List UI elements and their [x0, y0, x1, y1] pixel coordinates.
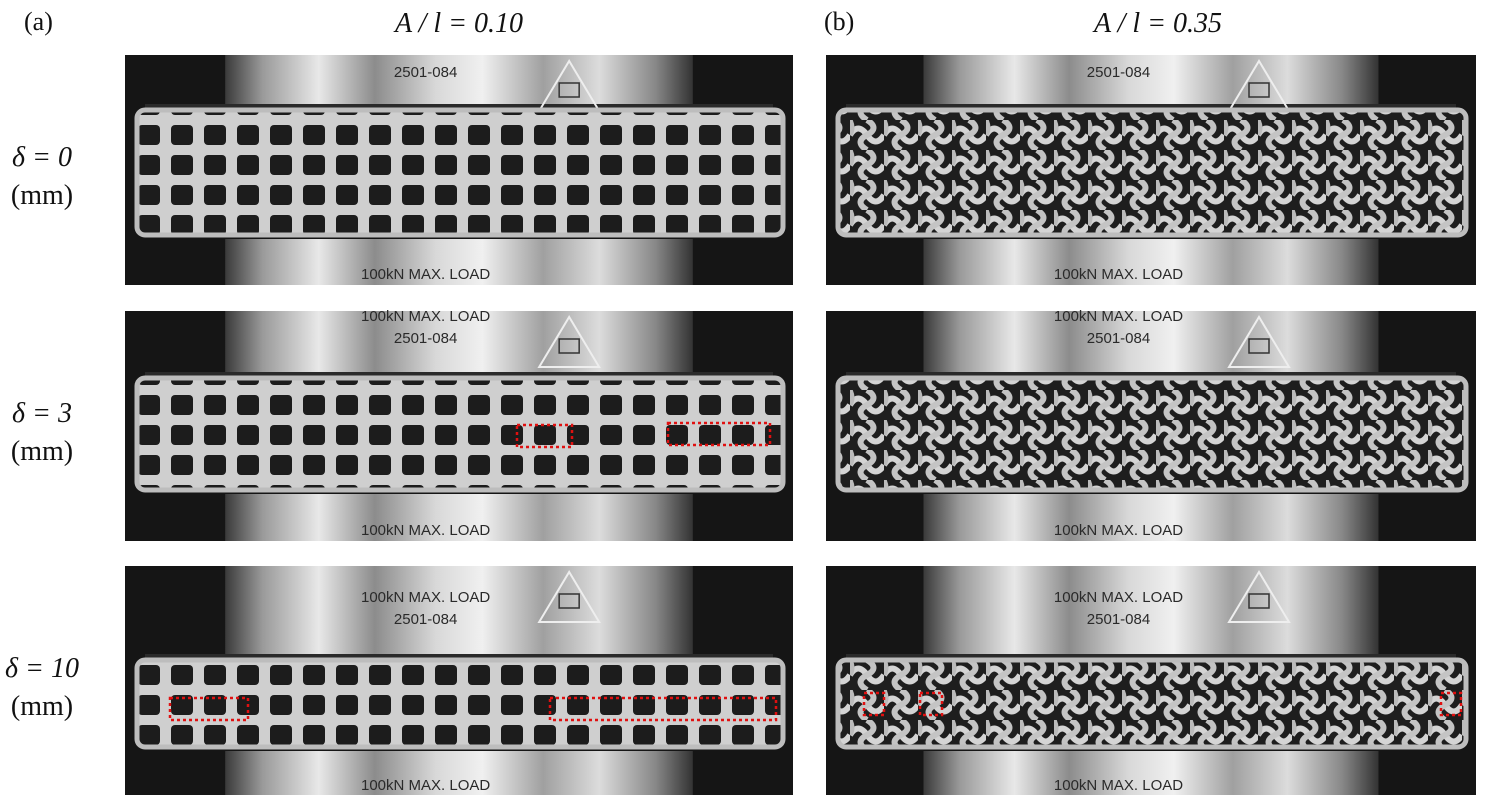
- lattice-band: [137, 660, 783, 747]
- photo-panel: 2501-084 100kN MAX. LOAD 100kN MAX. LOAD: [826, 308, 1476, 541]
- lattice-band: [838, 378, 1466, 490]
- lattice-band: [838, 110, 1466, 235]
- upper-platen: [924, 566, 1379, 656]
- machine-label: 2501-084: [1087, 611, 1150, 628]
- machine-label: 100kN MAX. LOAD: [361, 589, 490, 606]
- photo-panel: 2501-084 100kN MAX. LOAD: [826, 55, 1476, 285]
- platen-edge: [846, 654, 1456, 658]
- row-unit: (mm): [11, 691, 73, 722]
- photo-panel: 2501-084 100kN MAX. LOAD 100kN MAX. LOAD: [826, 566, 1476, 795]
- machine-label: 100kN MAX. LOAD: [361, 308, 490, 325]
- row-label: δ = 0: [12, 142, 72, 173]
- platen-edge: [145, 372, 773, 376]
- header: (a) (b) A / l = 0.10 A / l = 0.35: [24, 7, 1222, 39]
- machine-label: 100kN MAX. LOAD: [361, 522, 490, 539]
- column-title: A / l = 0.10: [393, 8, 523, 39]
- machine-label: 100kN MAX. LOAD: [361, 266, 490, 283]
- row-label: δ = 3: [12, 398, 72, 429]
- photo-panel: 2501-084 100kN MAX. LOAD 100kN MAX. LOAD: [125, 308, 793, 541]
- photo-panel: 2501-084 100kN MAX. LOAD: [125, 55, 793, 285]
- upper-platen: [225, 566, 693, 656]
- lattice-band: [838, 660, 1466, 747]
- panel-label: (b): [824, 7, 854, 36]
- figure: (a) (b) A / l = 0.10 A / l = 0.35 δ = 0 (…: [0, 0, 1504, 795]
- machine-label: 100kN MAX. LOAD: [1054, 777, 1183, 794]
- machine-label: 100kN MAX. LOAD: [1054, 522, 1183, 539]
- photo-panel: 2501-084 100kN MAX. LOAD 100kN MAX. LOAD: [125, 566, 793, 795]
- lattice-band: [137, 110, 783, 235]
- lattice-band: [137, 378, 783, 490]
- platen-edge: [145, 104, 773, 108]
- machine-label: 2501-084: [394, 611, 457, 628]
- machine-label: 2501-084: [1087, 330, 1150, 347]
- platen-edge: [846, 372, 1456, 376]
- platen-edge: [846, 104, 1456, 108]
- machine-label: 2501-084: [394, 330, 457, 347]
- upper-platen: [225, 55, 693, 106]
- row-unit: (mm): [11, 180, 73, 211]
- platen-edge: [145, 654, 773, 658]
- upper-platen: [924, 55, 1379, 106]
- machine-label: 2501-084: [394, 64, 457, 81]
- panel-label: (a): [24, 7, 53, 36]
- machine-label: 100kN MAX. LOAD: [1054, 589, 1183, 606]
- machine-label: 100kN MAX. LOAD: [1054, 266, 1183, 283]
- row-label: δ = 10: [5, 653, 79, 684]
- machine-label: 100kN MAX. LOAD: [361, 777, 490, 794]
- row-unit: (mm): [11, 436, 73, 467]
- machine-label: 100kN MAX. LOAD: [1054, 308, 1183, 325]
- machine-label: 2501-084: [1087, 64, 1150, 81]
- column-title: A / l = 0.35: [1092, 8, 1222, 39]
